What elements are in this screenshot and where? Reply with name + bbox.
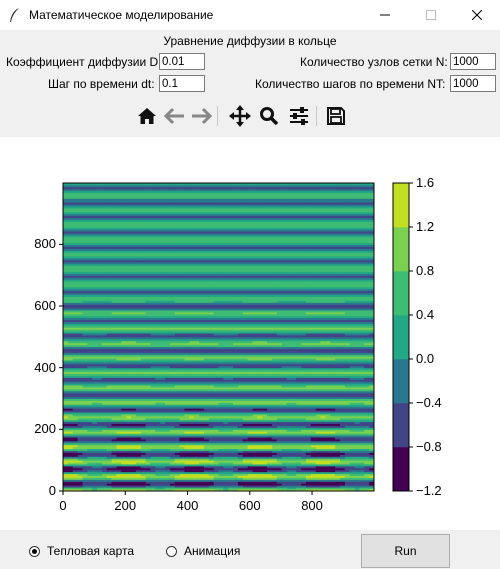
heatmap-cells [63,183,375,492]
y-tick-label: 200 [34,421,56,437]
y-tick-label: 800 [34,236,56,252]
animation-radio-indicator[interactable] [166,545,177,557]
colorbar-tick-label: −0.8 [416,439,442,454]
diffusion-label: Коэффициент диффузии D: [6,55,162,69]
animation-radio[interactable]: Анимация [166,544,240,558]
x-tick-label: 400 [176,498,199,513]
heatmap-radio-indicator[interactable] [29,545,40,557]
colorbar-segment [393,227,409,272]
form-heading: Уравнение диффузии в кольце [163,34,337,48]
y-tick-label: 400 [34,359,56,375]
home-button[interactable] [135,103,159,129]
x-tick-label: 800 [301,498,323,513]
save-button[interactable] [324,103,348,129]
colorbar-segment [393,183,409,228]
diffusion-input[interactable] [159,53,205,70]
colorbar-segment [393,271,409,316]
colorbar-tick-label: 0.0 [416,351,435,366]
dt-input[interactable] [159,75,205,92]
colorbar-segment [393,359,409,404]
x-tick-label: 600 [238,498,261,513]
steps-input[interactable] [450,75,496,92]
toolbar-separator [316,106,317,126]
plot-frame [62,182,375,492]
colorbar-segment [393,447,409,492]
colorbar-tick-label: −0.4 [416,395,442,410]
heatmap-chart [59,182,413,495]
nodes-label: Количество узлов сетки N: [300,55,448,69]
heatmap-radio-label: Тепловая карта [47,544,135,558]
save-icon [327,107,345,125]
forward-arrow-icon [192,107,212,125]
colorbar-tick-label: 0.4 [416,307,435,322]
colorbar-segment [393,315,409,360]
feather-icon [10,8,19,22]
colorbar-tick-label: 1.6 [416,175,435,190]
pan-button[interactable] [228,103,252,129]
title-bar: Математическое моделирование [0,0,500,30]
colorbar-tick-label: −1.2 [416,483,442,498]
zoom-button[interactable] [257,103,281,129]
run-button[interactable]: Run [361,534,450,568]
minimize-button[interactable] [362,0,408,30]
close-button[interactable] [454,0,500,30]
zoom-icon [260,107,279,126]
nodes-input[interactable] [450,53,496,70]
x-tick-label: 0 [59,498,67,513]
y-tick-label: 0 [48,483,56,498]
steps-label: Количество шагов по времени NT: [255,77,446,91]
maximize-button[interactable] [408,0,454,30]
pan-icon [229,105,251,127]
back-button[interactable] [163,103,187,129]
heatmap-radio[interactable]: Тепловая карта [29,544,134,558]
toolbar-separator [217,106,218,126]
colorbar-frame [392,182,410,492]
y-tick-label: 600 [34,298,56,313]
colorbar-tick-label: 0.8 [416,263,435,278]
forward-button[interactable] [189,103,213,129]
minimize-icon [380,14,390,16]
configure-subplots-button[interactable] [287,103,311,129]
x-tick-label: 200 [114,498,137,513]
window-title: Математическое моделирование [29,8,214,22]
plot-figure: 0 200 400 600 800 0 200 400 600 800 −1.2 −0.8 −0.4 0.… [0,137,500,530]
maximize-icon [426,10,436,20]
configure-subplots-icon [290,107,308,125]
home-icon [138,108,156,124]
colorbar-segment [393,403,409,448]
back-arrow-icon [164,107,184,125]
colorbar-tick-label: 1.2 [416,219,435,234]
animation-radio-label: Анимация [184,544,241,558]
dt-label: Шаг по времени dt: [48,77,155,91]
close-icon [472,10,482,20]
